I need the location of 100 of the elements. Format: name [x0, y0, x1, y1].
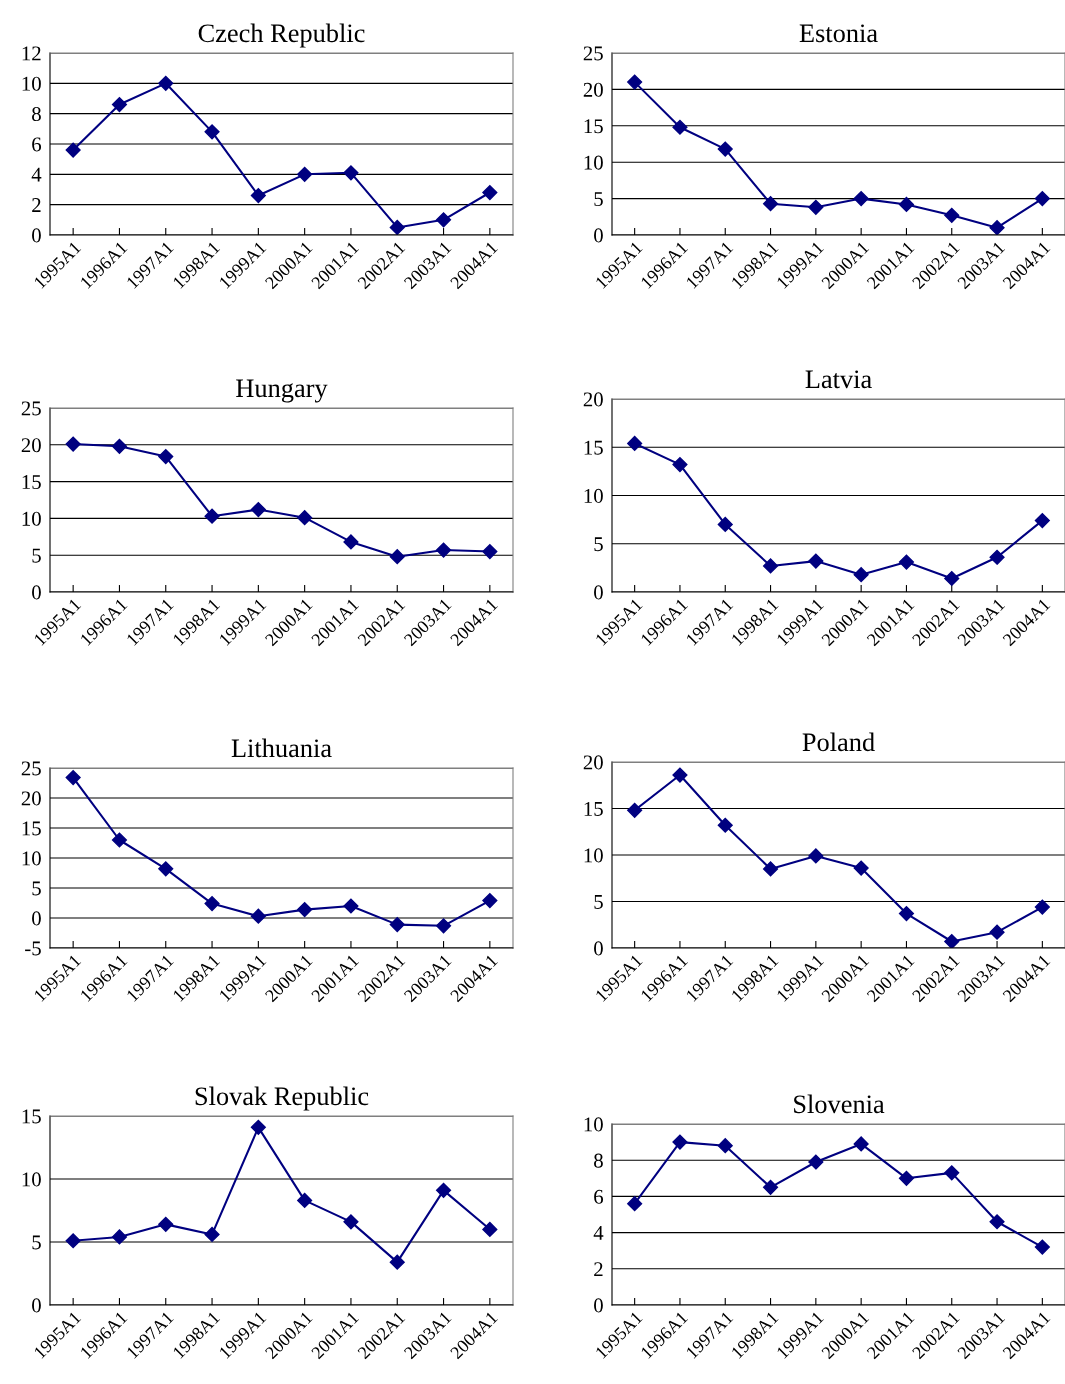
- point: [111, 96, 128, 113]
- point: [65, 1233, 81, 1249]
- point: [898, 906, 915, 922]
- point: [204, 896, 220, 912]
- y-tick-label: 10: [584, 488, 603, 503]
- y-tick-label: 20: [21, 791, 41, 806]
- y-tick-label: 8: [32, 107, 41, 122]
- y-tick-label: 5: [594, 537, 603, 552]
- y-tick-label: -5: [25, 941, 41, 956]
- point: [944, 570, 960, 587]
- point: [989, 924, 1005, 940]
- point: [435, 212, 452, 228]
- y-tick-label: 6: [594, 1189, 604, 1204]
- point: [297, 1192, 313, 1208]
- y-tick-label: 8: [594, 1153, 603, 1168]
- y-tick-label: 2: [594, 1262, 603, 1277]
- point: [853, 860, 869, 876]
- point: [343, 1214, 359, 1230]
- y-tick-label: 20: [21, 438, 41, 453]
- chart-title: Latvia: [805, 370, 872, 389]
- point: [204, 1226, 220, 1243]
- y-tick-label: 25: [21, 761, 41, 776]
- point: [65, 142, 81, 158]
- point: [717, 1138, 733, 1154]
- y-tick-label: 15: [22, 475, 41, 490]
- point: [944, 1165, 960, 1181]
- y-tick-label: 25: [21, 401, 41, 416]
- point: [762, 861, 779, 877]
- y-tick-label: 10: [22, 1172, 41, 1187]
- point: [343, 534, 359, 550]
- y-tick-label: 0: [32, 585, 41, 600]
- y-tick-label: 6: [32, 137, 42, 152]
- point: [672, 457, 688, 473]
- y-tick-label: 10: [584, 1117, 603, 1132]
- point: [250, 187, 266, 204]
- y-tick-label: 12: [22, 46, 41, 61]
- point: [672, 767, 688, 783]
- point: [111, 832, 128, 848]
- y-tick-label: 10: [22, 851, 41, 866]
- y-tick-label: 5: [594, 895, 603, 909]
- point: [762, 196, 779, 212]
- chart-title: Estonia: [799, 24, 878, 43]
- point: [898, 554, 915, 570]
- point: [250, 908, 266, 924]
- y-tick-label: 0: [32, 911, 41, 926]
- point: [1034, 1239, 1050, 1255]
- y-tick-label: 0: [32, 228, 41, 243]
- y-tick-label: 20: [583, 755, 603, 770]
- y-tick-label: 2: [32, 198, 41, 212]
- y-tick-label: 0: [594, 1298, 603, 1313]
- point: [808, 553, 824, 569]
- point: [482, 543, 498, 560]
- point: [65, 436, 81, 452]
- point: [762, 1179, 779, 1195]
- point: [762, 558, 779, 574]
- chart-title: Lithuania: [231, 738, 332, 758]
- point: [158, 861, 174, 877]
- y-tick-label: 10: [22, 511, 41, 526]
- point: [627, 1196, 643, 1212]
- point: [944, 207, 960, 223]
- point: [158, 449, 174, 465]
- y-tick-label: 15: [22, 821, 41, 836]
- point: [898, 196, 915, 212]
- point: [158, 1216, 174, 1232]
- y-tick-label: 10: [584, 155, 603, 170]
- point: [389, 549, 405, 565]
- point: [65, 770, 81, 786]
- point: [204, 508, 220, 524]
- point: [250, 1119, 266, 1135]
- y-tick-label: 0: [594, 585, 603, 600]
- point: [158, 75, 174, 91]
- point: [389, 1254, 405, 1270]
- y-tick-label: 0: [594, 228, 603, 243]
- chart-title: Czech Republic: [198, 23, 365, 48]
- y-tick-label: 15: [584, 440, 603, 455]
- chart-title: Slovenia: [794, 1094, 885, 1114]
- point: [297, 166, 313, 182]
- point: [297, 902, 313, 918]
- y-tick-label: 4: [593, 1226, 604, 1240]
- point: [672, 119, 688, 135]
- point: [717, 817, 733, 833]
- chart-title: Slovak Republic: [195, 1086, 369, 1111]
- y-tick-label: 0: [32, 1298, 41, 1313]
- y-tick-label: 10: [584, 848, 603, 863]
- point: [111, 1229, 128, 1245]
- point: [989, 549, 1005, 565]
- point: [482, 1221, 498, 1237]
- y-tick-label: 15: [22, 1109, 41, 1124]
- point: [435, 918, 452, 934]
- point: [343, 898, 359, 914]
- point: [853, 191, 869, 207]
- point: [1034, 513, 1050, 529]
- point: [717, 516, 733, 533]
- point: [435, 1182, 452, 1198]
- y-tick-label: 5: [32, 1235, 41, 1250]
- point: [250, 501, 266, 518]
- point: [482, 184, 498, 201]
- point: [204, 124, 220, 140]
- y-tick-label: 5: [32, 881, 41, 896]
- point: [482, 893, 498, 909]
